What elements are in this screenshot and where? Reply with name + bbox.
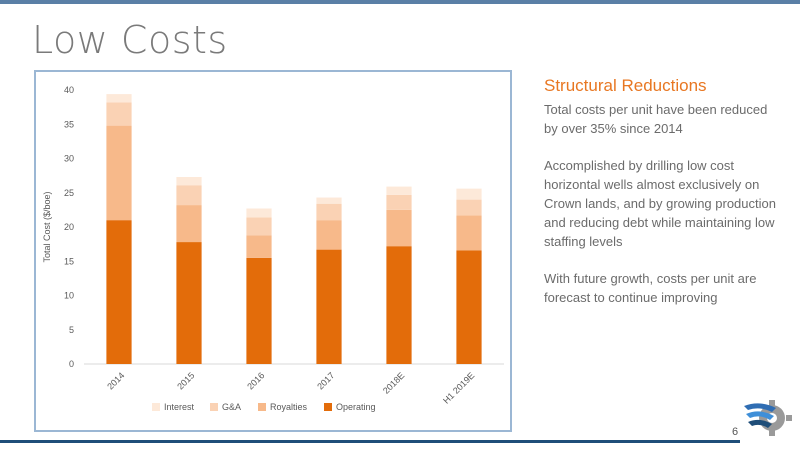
legend-swatch-g-a [210, 403, 218, 411]
bar-g-a-2015 [176, 185, 202, 206]
bar-royalties-2017 [316, 220, 342, 250]
bar-g-a-2017 [316, 203, 342, 221]
bar-royalties-2016 [246, 235, 272, 258]
legend-label-g-a: G&A [222, 402, 241, 412]
bar-operating-h1-2019e [456, 250, 482, 364]
cost-chart: 0 5 10 15 20 25 30 35 40 Total Cost ($/boe) 2014 20… [34, 70, 512, 432]
y-tick-label: 5 [69, 325, 74, 335]
y-tick-label: 25 [64, 188, 74, 198]
bar-royalties-2014 [106, 125, 132, 221]
y-tick-label: 40 [64, 85, 74, 95]
section-heading: Structural Reductions [544, 76, 707, 95]
legend-label-royalties: Royalties [270, 402, 308, 412]
legend-label-interest: Interest [164, 402, 195, 412]
bar-g-a-h1-2019e [456, 199, 482, 216]
bar-operating-2018e [386, 246, 412, 364]
bar-interest-h1-2019e [456, 188, 482, 200]
bar-g-a-2018e [386, 194, 412, 210]
y-tick-label: 30 [64, 154, 74, 164]
bar-royalties-h1-2019e [456, 215, 482, 251]
bar-interest-2017 [316, 197, 342, 204]
legend-swatch-royalties [258, 403, 266, 411]
bar-operating-2017 [316, 249, 342, 364]
legend-swatch-operating [324, 403, 332, 411]
cost-chart-svg: 0 5 10 15 20 25 30 35 40 Total Cost ($/boe) 2014 20… [42, 85, 504, 412]
company-logo [744, 400, 792, 436]
x-tick-label: 2015 [175, 370, 196, 391]
paragraph-future-outlook: With future growth, costs per unit are f… [544, 271, 757, 305]
y-axis-title: Total Cost ($/boe) [42, 191, 52, 262]
bar-operating-2016 [246, 257, 272, 364]
y-tick-label: 0 [69, 359, 74, 369]
paragraph-how-accomplished: Accomplished by drilling low cost horizo… [544, 158, 776, 249]
bar-g-a-2014 [106, 102, 132, 126]
bottom-rule [0, 440, 740, 443]
y-tick-label: 35 [64, 119, 74, 129]
legend-label-operating: Operating [336, 402, 376, 412]
bar-interest-2014 [106, 94, 132, 103]
x-tick-label: 2018E [381, 370, 406, 395]
y-tick-label: 20 [64, 222, 74, 232]
text-panel: Structural Reductions Total costs per un… [544, 76, 784, 325]
swoosh-icon [744, 403, 776, 412]
bar-interest-2015 [176, 176, 202, 186]
y-tick-label: 15 [64, 256, 74, 266]
y-tick-label: 10 [64, 291, 74, 301]
page-number: 6 [732, 426, 739, 438]
legend-swatch-interest [152, 403, 160, 411]
page-title: Low Costs [32, 18, 228, 62]
bar-royalties-2015 [176, 205, 202, 243]
bar-operating-2014 [106, 220, 132, 364]
top-accent-band [0, 0, 800, 4]
bar-operating-2015 [176, 242, 202, 364]
bar-interest-2016 [246, 208, 272, 218]
x-tick-label: 2014 [105, 370, 126, 391]
bar-interest-2018e [386, 186, 412, 195]
bar-g-a-2016 [246, 217, 272, 236]
x-tick-label: H1 2019E [441, 370, 476, 405]
bar-royalties-2018e [386, 209, 412, 247]
x-tick-label: 2017 [315, 370, 336, 391]
x-tick-label: 2016 [245, 370, 266, 391]
paragraph-cost-reduction: Total costs per unit have been reduced b… [544, 102, 768, 136]
